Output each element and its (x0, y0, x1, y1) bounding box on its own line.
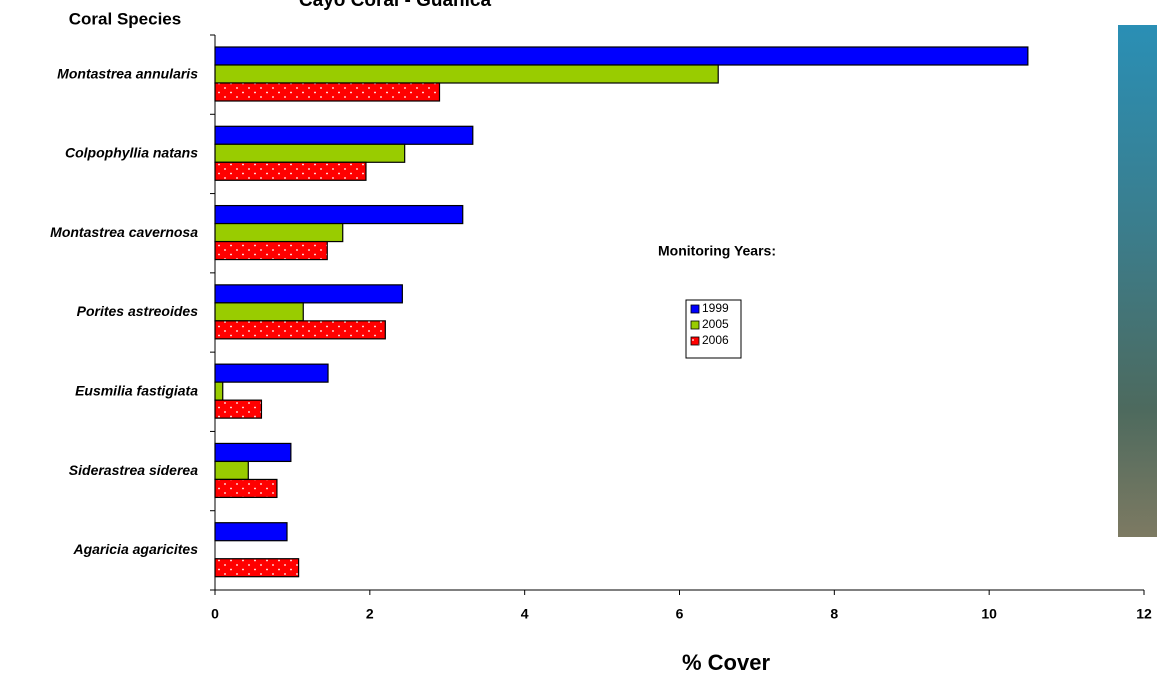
legend-swatch (690, 336, 700, 346)
x-tick-label: 0 (211, 606, 219, 622)
x-tick-label: 2 (366, 606, 374, 622)
legend-label: 2006 (702, 333, 729, 347)
y-tick-label: Porites astreoides (77, 303, 199, 319)
bar (214, 240, 328, 261)
legend-label: 1999 (702, 301, 729, 315)
bar (214, 302, 304, 322)
bar (214, 161, 367, 181)
y-tick-label: Agaricia agaricites (72, 541, 198, 557)
bar (214, 46, 1029, 66)
x-tick-label: 8 (830, 606, 838, 622)
bar (214, 363, 329, 383)
x-axis-title: % Cover (682, 650, 770, 675)
bar (214, 522, 288, 542)
bar (214, 143, 406, 163)
legend-swatch (690, 304, 700, 314)
x-tick-label: 6 (676, 606, 684, 622)
y-axis-title: Coral Species (69, 9, 181, 28)
legend-title: Monitoring Years: (658, 243, 776, 259)
bar (214, 222, 344, 243)
y-tick-label: Siderastrea siderea (69, 462, 198, 478)
bar (214, 82, 441, 102)
chart-title: Cayo Coral - Guanica (299, 0, 492, 11)
bar (214, 320, 386, 340)
y-tick-label: Montastrea annularis (57, 65, 198, 81)
bar (214, 399, 263, 419)
bar (214, 478, 278, 499)
bar (214, 204, 464, 225)
y-tick-label: Montastrea cavernosa (50, 224, 198, 240)
bar (214, 442, 292, 463)
legend-swatch (690, 320, 700, 330)
legend-label: 2005 (702, 317, 729, 331)
bar (214, 381, 224, 401)
y-tick-label: Eusmilia fastigiata (75, 382, 198, 398)
x-tick-label: 10 (981, 606, 997, 622)
bar (214, 284, 403, 304)
y-tick-label: Colpophyllia natans (65, 145, 198, 161)
bar (214, 64, 719, 84)
x-tick-label: 12 (1136, 606, 1152, 622)
x-tick-label: 4 (521, 606, 529, 622)
bar (214, 558, 300, 578)
bar (214, 125, 474, 145)
bar (214, 460, 249, 481)
photo (1118, 25, 1157, 537)
